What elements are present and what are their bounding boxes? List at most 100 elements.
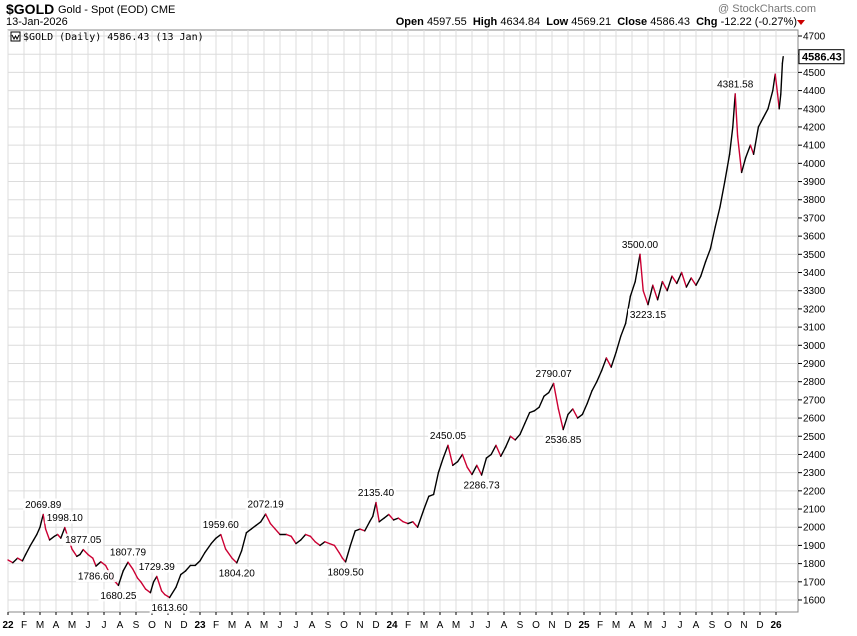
price-line-segment [471, 464, 478, 476]
x-tick-label: S [133, 620, 140, 631]
y-tick-label: 4000 [803, 159, 826, 170]
price-line-segment [736, 135, 743, 174]
x-tick-label: J [486, 620, 491, 631]
price-line-segment [168, 586, 177, 599]
annotation-label: 2790.07 [536, 369, 573, 380]
y-axis: 1600 1700 1800 1900 2000 2100 2200 2300 2400 2500… [798, 32, 826, 607]
price-line-segment [476, 464, 483, 476]
price-line-segment [744, 144, 752, 159]
annotation-label: 2135.40 [358, 488, 395, 499]
x-tick-label: A [53, 620, 60, 631]
symbol-description: Gold - Spot (EOD) CME [58, 4, 176, 16]
price-line-segment [676, 271, 683, 285]
down-arrow-icon [797, 20, 805, 25]
price-line-segment [156, 575, 163, 592]
y-tick-label: 3000 [803, 341, 826, 352]
x-tick-label: J [86, 620, 91, 631]
annotation-box [356, 486, 396, 499]
price-annotations: 2069.89 1998.10 1877.05 1786.60 1807.79 1680.… [23, 77, 756, 614]
price-line-segment [132, 568, 139, 579]
price-line-segment [600, 357, 608, 372]
price-line-segment [16, 557, 24, 562]
price-line-segment [728, 126, 734, 155]
x-tick-label: N [548, 620, 555, 631]
price-line-segment [314, 541, 321, 547]
y-tick-label: 2800 [803, 377, 826, 388]
price-line-segment [719, 180, 726, 208]
price-line-segment [194, 560, 201, 567]
x-tick-label: D [564, 620, 571, 631]
price-line-segment [240, 531, 248, 552]
y-tick-label: 2400 [803, 450, 826, 461]
price-line-segment [423, 495, 430, 510]
price-line-segment [71, 548, 78, 558]
price-line-segment [250, 524, 257, 530]
price-line-segment [772, 73, 776, 92]
price-line-segment [220, 533, 227, 550]
price-line-segment [724, 153, 731, 183]
price-line-segment [295, 539, 302, 545]
price-line-segment [285, 533, 292, 538]
price-line-segment [231, 557, 238, 564]
x-tick-label: J [662, 620, 667, 631]
price-line-segment [100, 561, 107, 567]
price-line-segment [397, 517, 404, 523]
price-line-segment [757, 117, 764, 128]
x-tick-label: M [612, 620, 620, 631]
x-tick-label: 25 [578, 620, 590, 631]
price-line-segment [210, 537, 217, 545]
last-price-marker: 4586.43 [798, 49, 845, 65]
annotation-label: 1998.10 [47, 513, 84, 524]
price-line-segment [79, 548, 84, 556]
price-line-segment [36, 526, 41, 536]
y-tick-label: 3700 [803, 213, 826, 224]
price-line-segment [752, 126, 760, 155]
x-axis: 22 F M A M J J A S O N D 23 F M A M J J A S O N D 24 F M A M J J A S O N D 2… [2, 612, 782, 631]
price-line-segment [56, 533, 62, 539]
y-tick-label: 2000 [803, 523, 826, 534]
annotation-label: 1729.39 [139, 562, 176, 573]
price-line-segment [509, 435, 516, 441]
x-tick-label: J [278, 620, 283, 631]
watermark: @ StockCharts.com [718, 3, 816, 15]
y-tick-label: 3800 [803, 195, 826, 206]
y-tick-label: 3200 [803, 304, 826, 315]
price-line-segment [375, 501, 380, 523]
annotation-box [98, 589, 139, 602]
y-tick-label: 1800 [803, 559, 826, 570]
x-tick-label: 24 [386, 620, 398, 631]
price-line-segment [680, 271, 688, 288]
price-line-segment [319, 541, 326, 547]
price-line-segment [634, 253, 641, 283]
x-tick-label: O [148, 620, 156, 631]
price-line-segment [12, 557, 19, 564]
x-tick-label: M [420, 620, 428, 631]
price-line-segment [538, 395, 545, 408]
x-tick-label: 22 [2, 620, 14, 631]
y-tick-label: 3500 [803, 250, 826, 261]
price-line-segment [328, 542, 336, 547]
price-line-segment [39, 513, 44, 528]
price-line-segment [199, 552, 206, 562]
x-tick-label: 23 [194, 620, 206, 631]
annotation-box [23, 498, 64, 511]
x-tick-label: O [724, 620, 732, 631]
x-tick-label: A [245, 620, 252, 631]
price-line-segment [428, 493, 435, 497]
x-tick-label: S [709, 620, 716, 631]
price-line-segment [647, 284, 654, 306]
x-tick-label: O [532, 620, 540, 631]
annotation-box [108, 546, 148, 559]
y-tick-label: 3300 [803, 286, 826, 297]
price-line-segment [780, 62, 784, 95]
price-line-segment [695, 275, 702, 286]
price-line-segment [245, 528, 252, 534]
price-line-segment [700, 260, 707, 277]
annotation-box [533, 367, 574, 380]
price-line-segment [567, 408, 574, 416]
x-tick-label: A [693, 620, 700, 631]
price-line-segment [519, 422, 526, 436]
y-tick-label: 2300 [803, 468, 826, 479]
y-tick-label: 1700 [803, 577, 826, 588]
